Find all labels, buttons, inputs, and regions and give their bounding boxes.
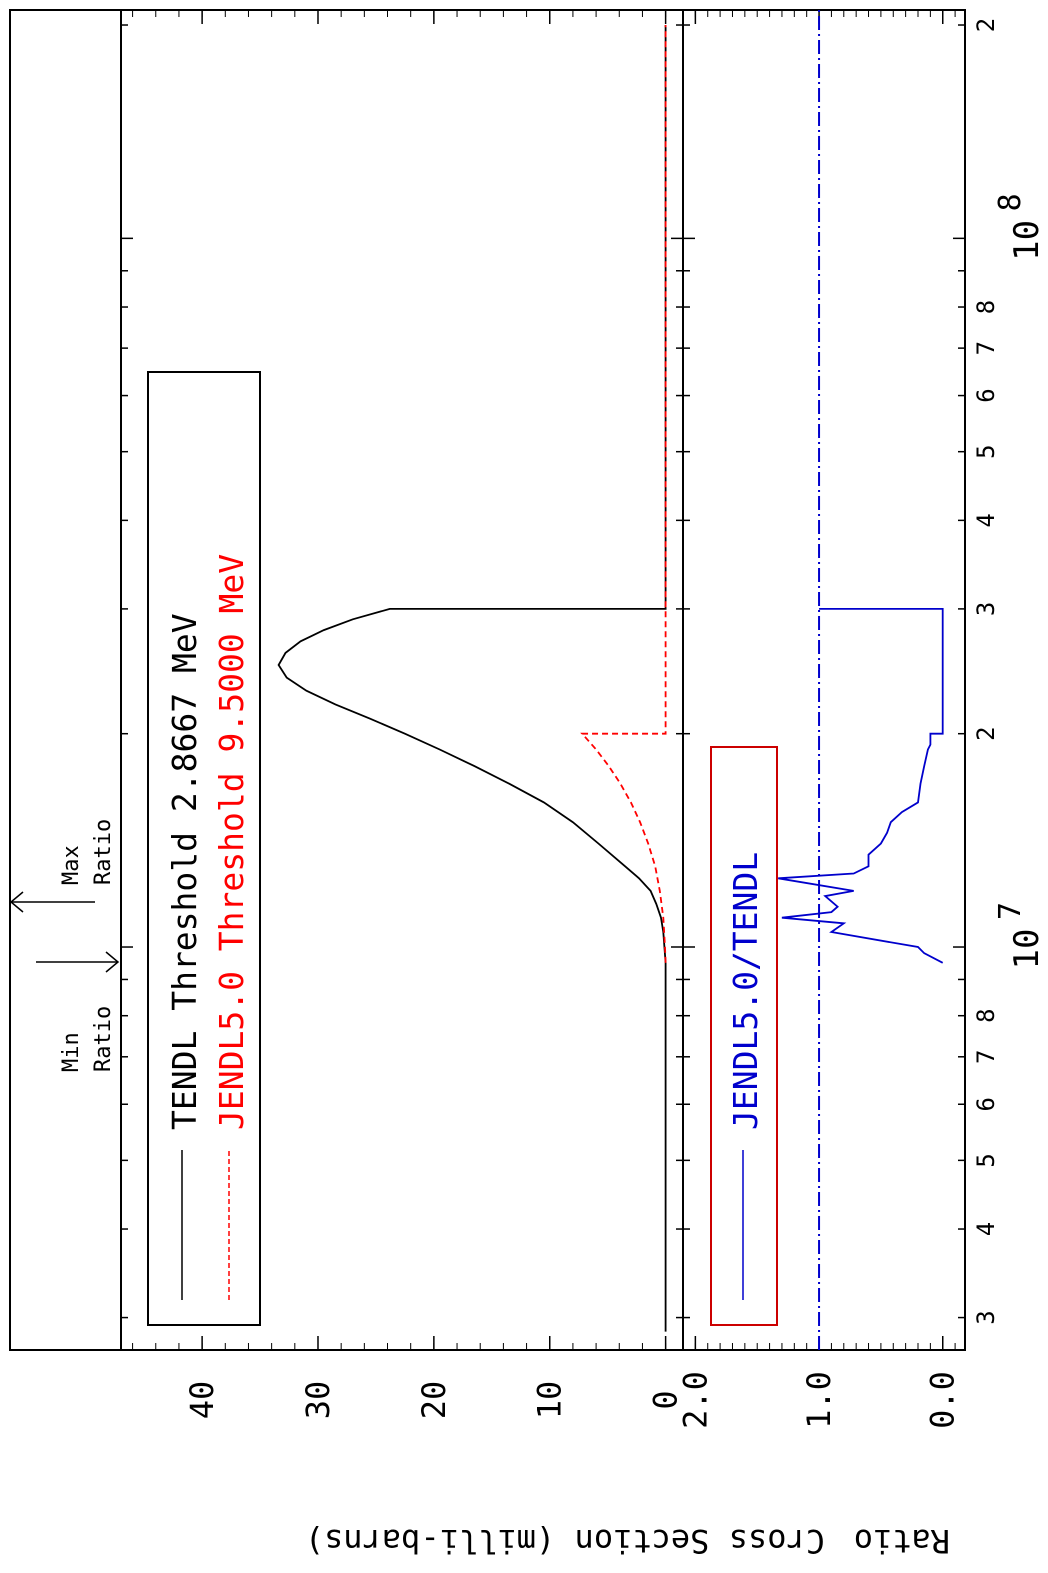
x-tick-label: 8 (972, 1008, 1000, 1022)
x-tick-label: 7 (972, 341, 1000, 355)
ratio-frame (682, 9, 966, 1351)
y-tick-label: 2.0 (676, 1371, 714, 1429)
max-ratio-line1: Max (59, 845, 84, 885)
legend-label-tendl: TENDL Threshold 2.8667 MeV (165, 613, 204, 1130)
series-layer (277, 10, 944, 1350)
cross-section-legend-box (147, 371, 261, 1326)
y-tick-label: 20 (415, 1381, 453, 1420)
x-tick-label: 8 (972, 300, 1000, 314)
y-tick-label: 30 (299, 1381, 337, 1420)
x-tick-label: 5 (972, 1153, 1000, 1167)
cross-section-legend: TENDL Threshold 2.8667 MeV JENDL5.0 Thre… (147, 371, 261, 1326)
x-tick-label: 6 (972, 388, 1000, 402)
y-tick-label: 10 (531, 1381, 569, 1420)
legend-label-jendl: JENDL5.0 Threshold 9.5000 MeV (212, 554, 251, 1130)
min-ratio-line1: Min (59, 1032, 84, 1072)
x-ticks (121, 24, 965, 1319)
legend-label-ratio: JENDL5.0/TENDL (726, 852, 765, 1130)
max-ratio-line2: Ratio (91, 819, 116, 885)
annotation-strip (9, 9, 122, 1351)
x-tick-label: 3 (972, 602, 1000, 616)
max-ratio-arrowhead (9, 891, 24, 913)
ratio-legend-box (710, 746, 778, 1326)
y-tick-label: 40 (183, 1381, 221, 1420)
min-ratio-arrowhead (105, 951, 120, 973)
x-decade-label: 10 (1007, 929, 1047, 970)
x-tick-label: 6 (972, 1097, 1000, 1111)
x-tick-label: 5 (972, 444, 1000, 458)
x-tick-label: 4 (972, 513, 1000, 527)
y-axis-title-ratio: Ratio (854, 1522, 950, 1560)
labels-layer: 3 4 5 6 7 8 2 3 4 5 6 7 8 2 10 7 10 8 0 10 20 30 40 0.0 1.0 2.0 (183, 18, 1047, 1429)
y-axis-title-cross-section: Cross Section (milli-barns) (305, 1522, 825, 1560)
x-tick-label: 7 (972, 1050, 1000, 1064)
x-tick-label: 2 (972, 18, 1000, 32)
series-line-jendl5-0 (580, 25, 667, 963)
x-tick-label: 3 (972, 1310, 1000, 1324)
x-decade-exponent: 7 (993, 902, 1028, 920)
y-ticks (132, 10, 956, 1350)
series-line-jendl5-0-tendl (778, 608, 944, 964)
x-decade-label: 10 (1007, 220, 1047, 261)
series-line-tendl (277, 25, 667, 1332)
x-decade-exponent: 8 (993, 193, 1028, 211)
min-ratio-line2: Ratio (91, 1006, 116, 1072)
x-tick-label: 4 (972, 1222, 1000, 1236)
annotation-max-ratio: Max Ratio (9, 819, 116, 913)
x-tick-label: 2 (972, 726, 1000, 740)
annotation-min-ratio: Min Ratio (36, 951, 120, 1072)
y-tick-label: 1.0 (800, 1371, 838, 1429)
y-tick-label: 0.0 (924, 1371, 962, 1429)
ratio-legend: JENDL5.0/TENDL (710, 746, 778, 1326)
y-tick-label: 0 (647, 1390, 685, 1409)
